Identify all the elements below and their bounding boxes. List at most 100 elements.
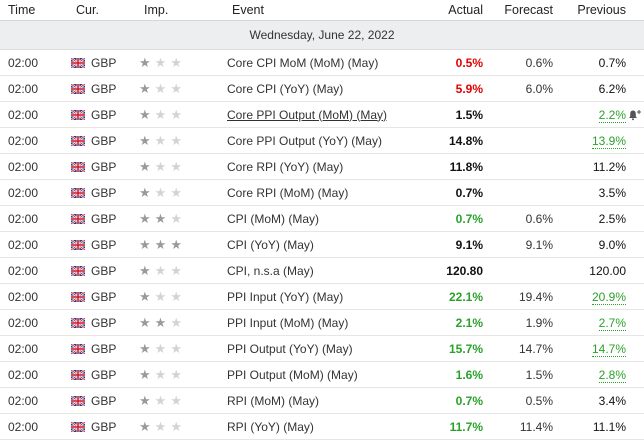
- table-row[interactable]: 02:00 GBP ★ ★ ★ PPI Output (YoY) (May) 15.7% 14…: [0, 335, 644, 362]
- row-event[interactable]: RPI (MoM) (May): [224, 387, 415, 414]
- header-currency[interactable]: Cur.: [68, 0, 136, 21]
- row-time: 02:00: [0, 179, 68, 206]
- row-forecast: 14.7%: [493, 335, 563, 362]
- event-name[interactable]: CPI (YoY) (May): [227, 237, 314, 252]
- alert-bell-icon[interactable]: [628, 109, 642, 121]
- event-name[interactable]: PPI Output (MoM) (May): [227, 367, 358, 382]
- previous-value: 6.2%: [598, 81, 626, 96]
- table-row[interactable]: 02:00 GBP ★ ★ ★ CPI (YoY) (May) 9.1% 9.1% 9.0%: [0, 231, 644, 258]
- importance-star-icon: ★: [154, 366, 167, 382]
- importance-star-icon: ★: [139, 418, 151, 434]
- table-row[interactable]: 02:00 GBP ★ ★ ★ Core RPI (MoM) (May) 0.7% 3.5%: [0, 179, 644, 206]
- header-forecast[interactable]: Forecast: [493, 0, 563, 21]
- header-previous[interactable]: Previous: [563, 0, 626, 21]
- table-row[interactable]: 02:00 GBP ★ ★ ★ RPI (YoY) (May) 11.7% 11.4% 11.1…: [0, 413, 644, 440]
- row-importance: ★ ★ ★: [136, 335, 224, 362]
- header-actual[interactable]: Actual: [415, 0, 493, 21]
- row-event[interactable]: Core CPI (YoY) (May): [224, 75, 415, 102]
- event-name[interactable]: RPI (MoM) (May): [227, 393, 319, 408]
- row-event[interactable]: CPI, n.s.a (May): [224, 257, 415, 284]
- row-previous: 0.7%: [563, 49, 626, 76]
- header-time[interactable]: Time: [0, 0, 68, 21]
- row-actual: 5.9%: [415, 75, 493, 102]
- row-alert: [626, 179, 644, 206]
- event-name[interactable]: RPI (YoY) (May): [227, 419, 314, 434]
- row-actual: 2.1%: [415, 309, 493, 336]
- row-event[interactable]: Core PPI Output (MoM) (May): [224, 101, 415, 128]
- table-row[interactable]: 02:00 GBP ★ ★ ★ PPI Input (MoM) (May) 2.1% 1.9%…: [0, 309, 644, 336]
- row-event[interactable]: Core CPI MoM (MoM) (May): [224, 49, 415, 76]
- event-name[interactable]: PPI Output (YoY) (May): [227, 341, 353, 356]
- row-importance: ★ ★ ★: [136, 257, 224, 284]
- event-name[interactable]: CPI (MoM) (May): [227, 211, 319, 226]
- table-row[interactable]: 02:00 GBP ★ ★ ★ RPI (MoM) (May) 0.7% 0.5% 3.4%: [0, 387, 644, 414]
- importance-star-icon: ★: [170, 262, 182, 278]
- currency-code: GBP: [91, 419, 117, 434]
- row-previous: 2.7%: [563, 309, 626, 336]
- event-name[interactable]: Core RPI (YoY) (May): [227, 159, 344, 174]
- importance-star-icon: ★: [170, 184, 182, 200]
- event-name[interactable]: PPI Input (YoY) (May): [227, 289, 344, 304]
- event-name[interactable]: Core RPI (MoM) (May): [227, 185, 349, 200]
- row-actual: 0.7%: [415, 179, 493, 206]
- event-name[interactable]: Core PPI Output (YoY) (May): [227, 133, 382, 148]
- row-event[interactable]: CPI (YoY) (May): [224, 231, 415, 258]
- table-row[interactable]: 02:00 GBP ★ ★ ★ Core CPI (YoY) (May) 5.9% 6.0% 6…: [0, 75, 644, 102]
- table-row[interactable]: 02:00 GBP ★ ★ ★ PPI Input (YoY) (May) 22.1% 19.…: [0, 283, 644, 310]
- row-event[interactable]: PPI Output (YoY) (May): [224, 335, 415, 362]
- table-row[interactable]: 02:00 GBP ★ ★ ★ Core RPI (YoY) (May) 11.8% 11.2…: [0, 153, 644, 180]
- header-importance[interactable]: Imp.: [136, 0, 224, 21]
- uk-flag-icon: [71, 369, 85, 380]
- row-time: 02:00: [0, 205, 68, 232]
- row-forecast: [493, 127, 563, 154]
- currency-code: GBP: [91, 81, 117, 96]
- uk-flag-icon: [71, 421, 85, 432]
- row-actual: 1.6%: [415, 361, 493, 388]
- importance-star-icon: ★: [170, 132, 182, 148]
- row-time: 02:00: [0, 101, 68, 128]
- event-name[interactable]: Core PPI Output (MoM) (May): [227, 107, 388, 122]
- row-importance: ★ ★ ★: [136, 309, 224, 336]
- event-name[interactable]: Core CPI (YoY) (May): [227, 81, 344, 96]
- row-actual: 0.7%: [415, 205, 493, 232]
- row-forecast: 11.4%: [493, 413, 563, 440]
- previous-value: 20.9%: [591, 289, 626, 305]
- importance-star-icon: ★: [139, 80, 151, 96]
- event-name[interactable]: PPI Input (MoM) (May): [227, 315, 349, 330]
- currency-code: GBP: [91, 107, 117, 122]
- row-importance: ★ ★ ★: [136, 127, 224, 154]
- table-row[interactable]: 02:00 GBP ★ ★ ★ Core PPI Output (YoY) (May) 14…: [0, 127, 644, 154]
- row-time: 02:00: [0, 387, 68, 414]
- row-event[interactable]: Core RPI (MoM) (May): [224, 179, 415, 206]
- previous-value: 11.2%: [592, 159, 626, 174]
- table-row[interactable]: 02:00 GBP ★ ★ ★ PPI Output (MoM) (May) 1.6% 1.5…: [0, 361, 644, 388]
- event-name[interactable]: Core CPI MoM (MoM) (May): [227, 55, 379, 70]
- table-row[interactable]: 02:00 GBP ★ ★ ★ Core CPI MoM (MoM) (May) 0.5% 0…: [0, 49, 644, 76]
- row-alert[interactable]: [626, 101, 644, 128]
- row-forecast: [493, 257, 563, 284]
- row-event[interactable]: RPI (YoY) (May): [224, 413, 415, 440]
- row-event[interactable]: PPI Input (YoY) (May): [224, 283, 415, 310]
- row-event[interactable]: Core RPI (YoY) (May): [224, 153, 415, 180]
- currency-code: GBP: [91, 315, 117, 330]
- header-spacer: [626, 0, 644, 21]
- row-currency: GBP: [68, 205, 136, 232]
- row-event[interactable]: CPI (MoM) (May): [224, 205, 415, 232]
- header-event[interactable]: Event: [224, 0, 415, 21]
- row-event[interactable]: PPI Input (MoM) (May): [224, 309, 415, 336]
- importance-star-icon: ★: [139, 158, 151, 174]
- row-currency: GBP: [68, 309, 136, 336]
- row-event[interactable]: PPI Output (MoM) (May): [224, 361, 415, 388]
- uk-flag-icon: [71, 109, 85, 120]
- table-row[interactable]: 02:00 GBP ★ ★ ★ Core PPI Output (MoM) (May) 1.…: [0, 101, 644, 128]
- row-event[interactable]: Core PPI Output (YoY) (May): [224, 127, 415, 154]
- importance-star-icon: ★: [154, 418, 167, 434]
- table-row[interactable]: 02:00 GBP ★ ★ ★ CPI, n.s.a (May) 120.80 120.00: [0, 257, 644, 284]
- row-previous: 2.5%: [563, 205, 626, 232]
- row-time: 02:00: [0, 75, 68, 102]
- table-row[interactable]: 02:00 GBP ★ ★ ★ CPI (MoM) (May) 0.7% 0.6% 2.5%: [0, 205, 644, 232]
- event-name[interactable]: CPI, n.s.a (May): [227, 263, 314, 278]
- row-alert: [626, 361, 644, 388]
- importance-star-icon: ★: [139, 132, 151, 148]
- importance-star-icon: ★: [139, 340, 151, 356]
